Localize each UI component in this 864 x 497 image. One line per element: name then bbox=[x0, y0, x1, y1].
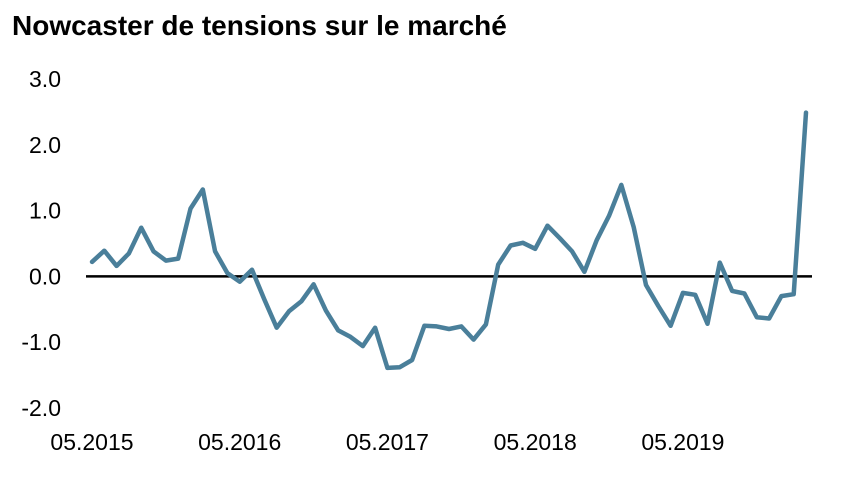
data-point bbox=[435, 324, 439, 328]
data-point bbox=[693, 293, 697, 297]
data-point bbox=[706, 322, 710, 326]
data-point bbox=[90, 260, 94, 264]
data-point bbox=[115, 264, 119, 268]
data-point bbox=[287, 309, 291, 313]
data-point bbox=[496, 263, 500, 267]
data-point bbox=[139, 226, 143, 230]
data-point bbox=[619, 183, 623, 187]
data-point bbox=[225, 271, 229, 275]
data-point bbox=[312, 282, 316, 286]
data-point bbox=[509, 244, 513, 248]
data-point bbox=[250, 268, 254, 272]
data-point bbox=[164, 259, 168, 263]
x-tick-label: 05.2016 bbox=[198, 429, 281, 455]
data-point bbox=[410, 358, 414, 362]
data-point bbox=[349, 335, 353, 339]
series-line bbox=[89, 110, 809, 371]
chart-title: Nowcaster de tensions sur le marché bbox=[12, 10, 507, 41]
data-point bbox=[361, 344, 365, 348]
data-point bbox=[484, 322, 488, 326]
data-point bbox=[521, 241, 525, 245]
data-point bbox=[730, 289, 734, 293]
data-point bbox=[176, 257, 180, 261]
data-point bbox=[213, 249, 217, 253]
data-point bbox=[336, 328, 340, 332]
x-tick-label: 05.2019 bbox=[641, 429, 724, 455]
data-point bbox=[385, 366, 389, 370]
data-point bbox=[189, 207, 193, 211]
y-tick-label: 2.0 bbox=[29, 132, 61, 158]
data-point bbox=[779, 294, 783, 298]
data-point bbox=[632, 225, 636, 229]
x-tick-label: 05.2018 bbox=[494, 429, 577, 455]
data-point bbox=[102, 249, 106, 253]
data-point bbox=[275, 326, 279, 330]
data-point bbox=[558, 236, 562, 240]
data-point bbox=[324, 309, 328, 313]
data-point bbox=[582, 270, 586, 274]
data-point bbox=[767, 317, 771, 321]
data-point bbox=[804, 111, 808, 115]
x-tick-label: 05.2017 bbox=[346, 429, 429, 455]
data-point bbox=[299, 299, 303, 303]
data-point bbox=[792, 292, 796, 296]
data-point bbox=[755, 315, 759, 319]
x-tick-label: 05.2015 bbox=[50, 429, 133, 455]
data-point bbox=[447, 327, 451, 331]
data-point bbox=[570, 249, 574, 253]
data-point bbox=[422, 324, 426, 328]
data-point bbox=[127, 251, 131, 255]
data-point bbox=[398, 365, 402, 369]
data-point bbox=[262, 297, 266, 301]
data-point bbox=[152, 249, 156, 253]
series-layer bbox=[89, 110, 809, 371]
data-point bbox=[546, 224, 550, 228]
data-point bbox=[681, 291, 685, 295]
y-tick-label: -1.0 bbox=[21, 329, 61, 355]
data-point bbox=[472, 338, 476, 342]
data-point bbox=[644, 283, 648, 287]
y-tick-label: 0.0 bbox=[29, 263, 61, 289]
y-axis: -2.0 -1.0 0.0 1.0 2.0 3.0 bbox=[21, 66, 61, 421]
data-point bbox=[459, 324, 463, 328]
y-tick-label: 1.0 bbox=[29, 198, 61, 224]
data-point bbox=[607, 214, 611, 218]
data-point bbox=[201, 188, 205, 192]
data-point bbox=[238, 280, 242, 284]
y-tick-label: -2.0 bbox=[21, 395, 61, 421]
data-point bbox=[595, 238, 599, 242]
x-axis: 05.2015 05.2016 05.2017 05.2018 05.2019 bbox=[50, 429, 724, 455]
data-point bbox=[669, 324, 673, 328]
data-point bbox=[373, 326, 377, 330]
y-tick-label: 3.0 bbox=[29, 66, 61, 92]
data-point bbox=[718, 261, 722, 265]
data-point bbox=[656, 304, 660, 308]
data-point bbox=[533, 247, 537, 251]
data-point bbox=[742, 292, 746, 296]
